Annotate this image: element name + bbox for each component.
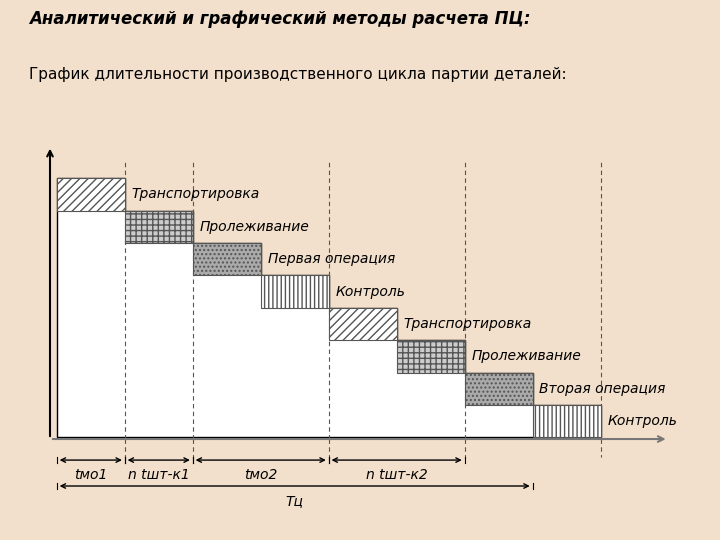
Bar [329, 308, 397, 340]
Text: tмо2: tмо2 [244, 468, 277, 482]
Bar [125, 211, 193, 243]
Bar [464, 373, 533, 405]
Bar [125, 211, 193, 243]
Bar [57, 178, 125, 211]
Text: Пролеживание: Пролеживание [199, 220, 310, 234]
Polygon shape [57, 178, 600, 437]
Bar [57, 178, 125, 211]
Bar [533, 405, 600, 437]
Text: Tц: Tц [286, 494, 304, 508]
Text: Вторая операция: Вторая операция [539, 382, 666, 396]
Text: Транспортировка: Транспортировка [403, 317, 531, 331]
Bar [397, 340, 464, 373]
Text: Транспортировка: Транспортировка [132, 187, 260, 201]
Text: Пролеживание: Пролеживание [472, 349, 581, 363]
Bar [397, 340, 464, 373]
Bar [464, 373, 533, 405]
Text: Контроль: Контроль [608, 414, 678, 428]
Text: Контроль: Контроль [336, 285, 405, 299]
Text: График длительности производственного цикла партии деталей:: График длительности производственного ци… [29, 68, 567, 83]
Text: Первая операция: Первая операция [268, 252, 395, 266]
Bar [193, 243, 261, 275]
Bar [261, 275, 329, 308]
Bar [533, 405, 600, 437]
Text: n tшт-к2: n tшт-к2 [366, 468, 428, 482]
Bar [193, 243, 261, 275]
Text: tмо1: tмо1 [74, 468, 107, 482]
Bar [329, 308, 397, 340]
Text: n tшт-к1: n tшт-к1 [128, 468, 189, 482]
Text: Аналитический и графический методы расчета ПЦ:: Аналитический и графический методы расче… [29, 10, 531, 29]
Bar [261, 275, 329, 308]
